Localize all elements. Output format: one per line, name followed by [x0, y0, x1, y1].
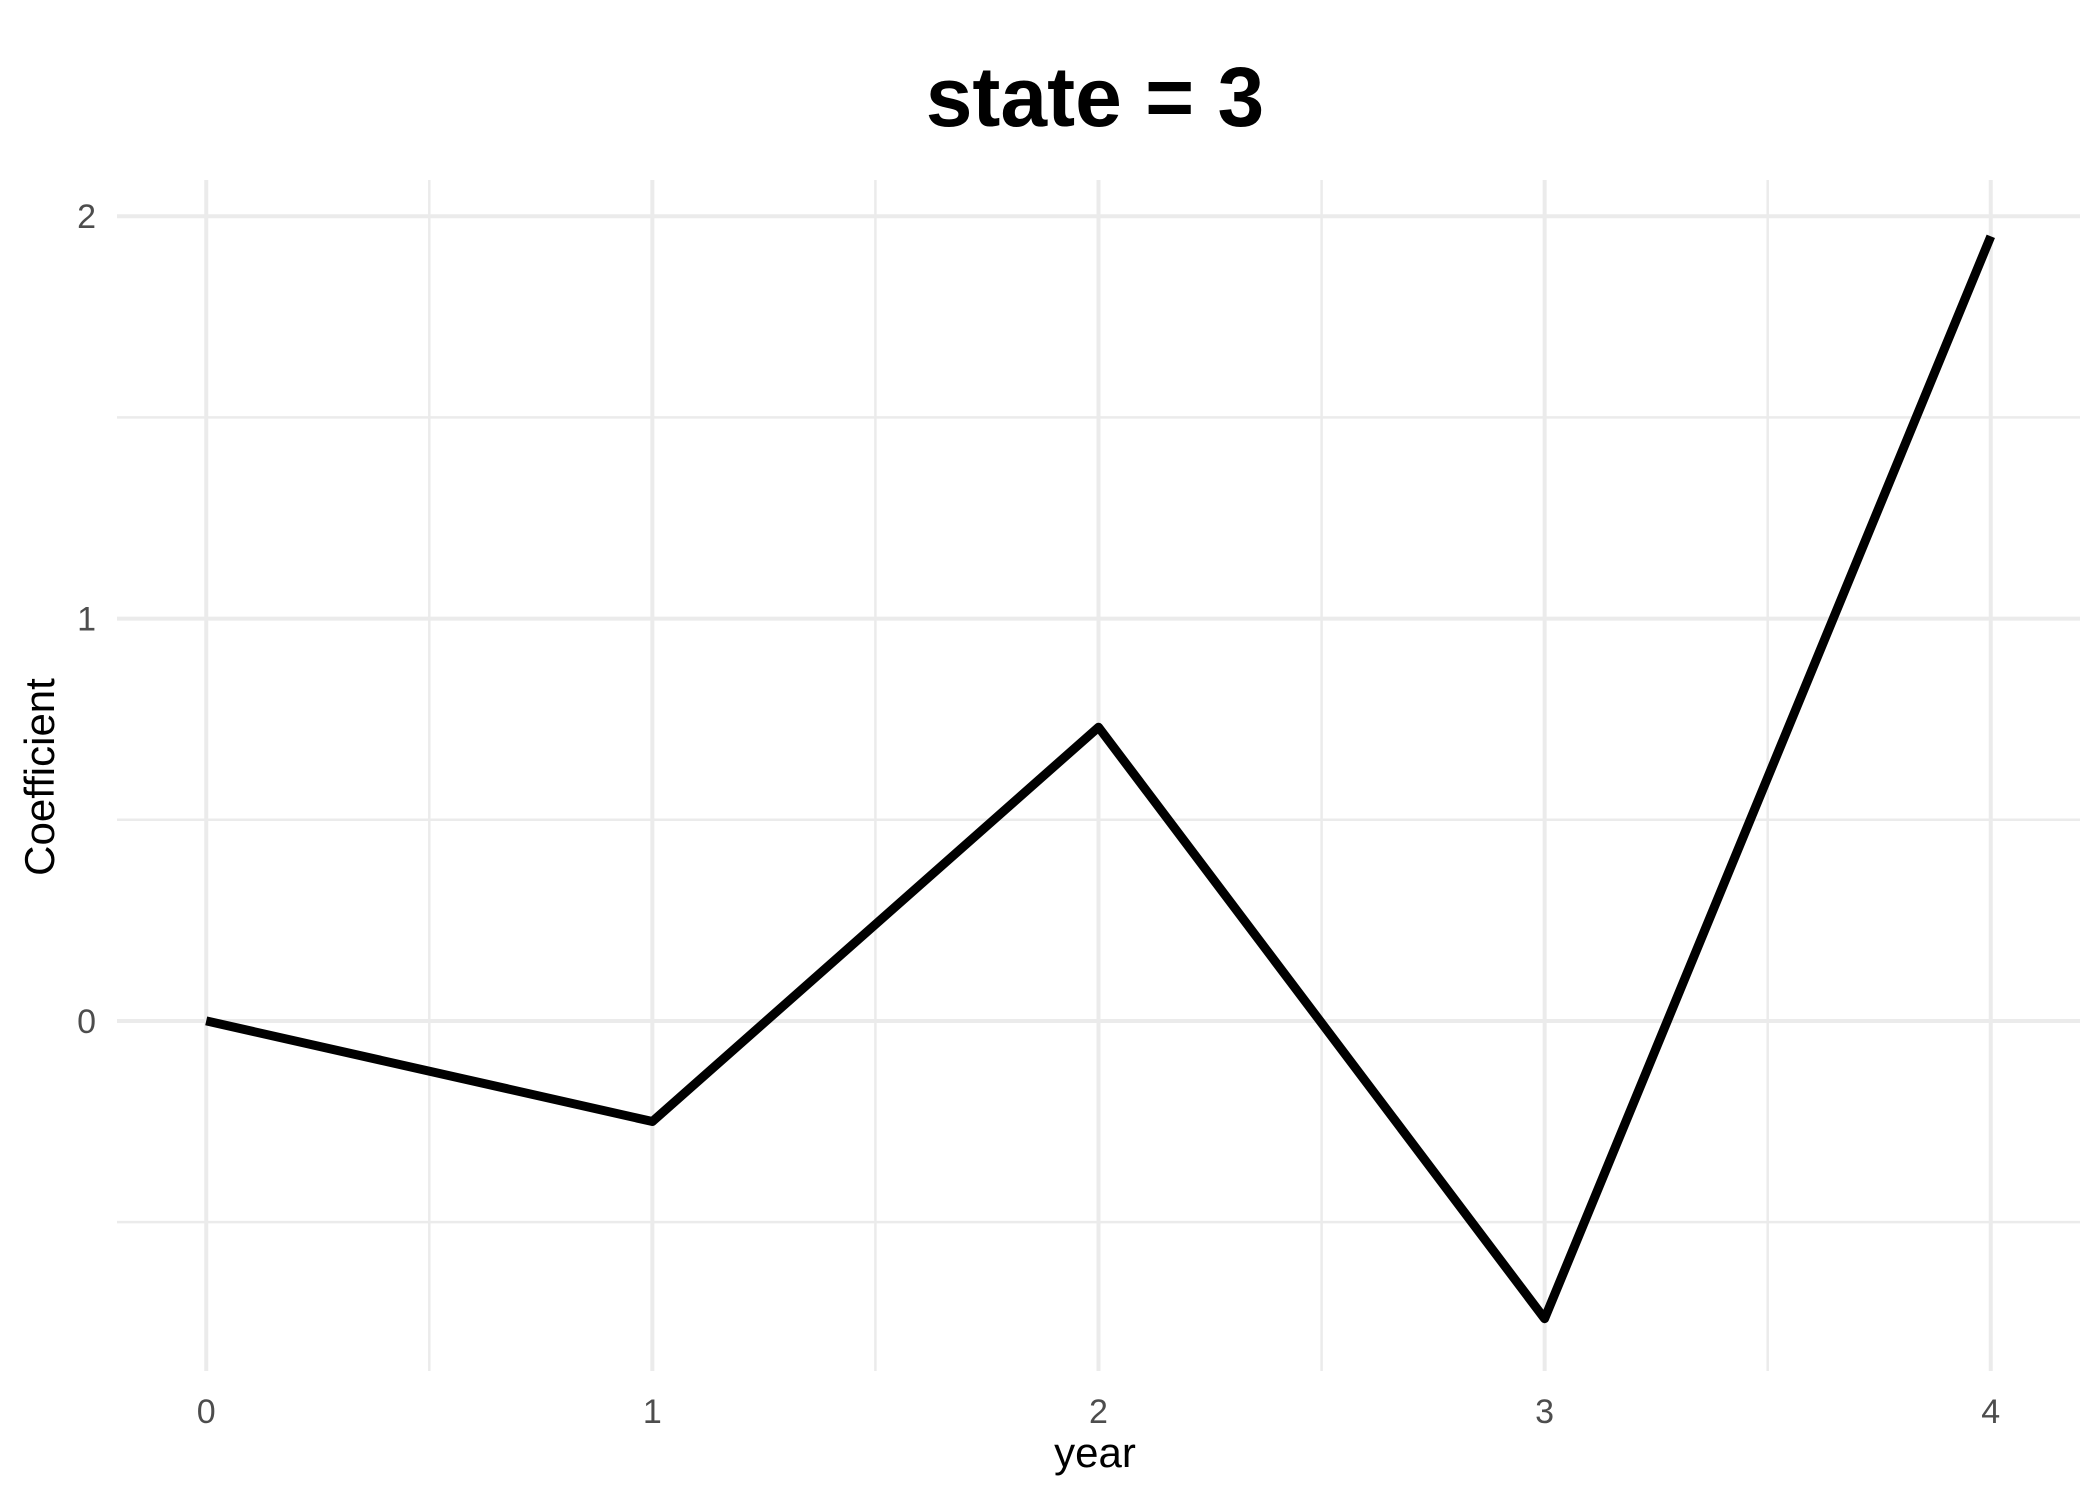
- x-axis-ticks: 0 1 2 3 4: [197, 1393, 2000, 1431]
- chart-title: state = 3: [926, 50, 1265, 144]
- y-tick-label-2: 2: [77, 198, 96, 236]
- x-tick-label-1: 1: [643, 1393, 662, 1431]
- major-gridlines: [117, 180, 2080, 1371]
- y-axis-ticks: 0 1 2: [77, 198, 96, 1041]
- x-tick-label-0: 0: [197, 1393, 216, 1431]
- y-tick-label-1: 1: [77, 601, 96, 639]
- x-tick-label-4: 4: [1981, 1393, 2000, 1431]
- y-tick-label-0: 0: [77, 1003, 96, 1041]
- series-line-0: [205, 234, 1995, 1324]
- x-axis-title: year: [1054, 1429, 1136, 1476]
- x-tick-label-3: 3: [1535, 1393, 1554, 1431]
- y-axis-title: Coefficient: [16, 678, 63, 876]
- series-layer: [205, 234, 1995, 1324]
- x-tick-label-2: 2: [1089, 1393, 1108, 1431]
